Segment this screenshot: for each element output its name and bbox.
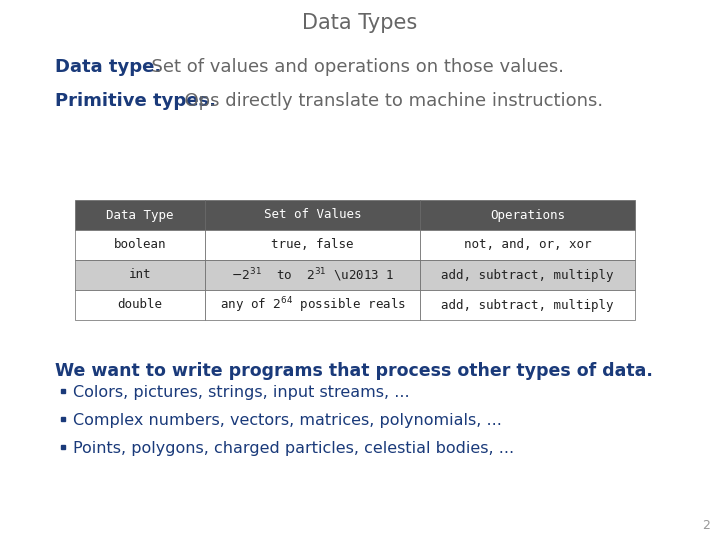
Bar bbox=[205, 290, 420, 320]
Bar bbox=[75, 260, 205, 290]
Bar bbox=[75, 290, 205, 320]
Text: 2: 2 bbox=[702, 519, 710, 532]
Text: Primitive types.: Primitive types. bbox=[55, 92, 216, 110]
Text: We want to write programs that process other types of data.: We want to write programs that process o… bbox=[55, 362, 653, 380]
Bar bbox=[75, 200, 205, 230]
Text: Data type.: Data type. bbox=[55, 58, 161, 76]
Bar bbox=[205, 230, 420, 260]
Text: Complex numbers, vectors, matrices, polynomials, ...: Complex numbers, vectors, matrices, poly… bbox=[73, 413, 502, 428]
Text: Points, polygons, charged particles, celestial bodies, ...: Points, polygons, charged particles, cel… bbox=[73, 441, 514, 456]
Text: Ops directly translate to machine instructions.: Ops directly translate to machine instru… bbox=[173, 92, 603, 110]
Text: true, false: true, false bbox=[271, 239, 354, 252]
Text: boolean: boolean bbox=[114, 239, 166, 252]
Bar bbox=[75, 230, 205, 260]
Bar bbox=[420, 200, 635, 230]
Text: add, subtract, multiply: add, subtract, multiply bbox=[441, 268, 613, 281]
Text: Set of Values: Set of Values bbox=[264, 208, 361, 221]
Bar bbox=[205, 200, 420, 230]
Text: double: double bbox=[117, 299, 163, 312]
Bar bbox=[420, 260, 635, 290]
Text: Set of values and operations on those values.: Set of values and operations on those va… bbox=[140, 58, 564, 76]
Bar bbox=[205, 260, 420, 290]
Text: not, and, or, xor: not, and, or, xor bbox=[464, 239, 591, 252]
Text: Data Type: Data Type bbox=[107, 208, 174, 221]
Text: Operations: Operations bbox=[490, 208, 565, 221]
Text: any of $2^{64}$ possible reals: any of $2^{64}$ possible reals bbox=[220, 295, 405, 315]
Text: add, subtract, multiply: add, subtract, multiply bbox=[441, 299, 613, 312]
Text: Colors, pictures, strings, input streams, ...: Colors, pictures, strings, input streams… bbox=[73, 385, 410, 400]
Text: Data Types: Data Types bbox=[302, 13, 418, 33]
Text: $-2^{31}$  to  $2^{31}$ \u2013 1: $-2^{31}$ to $2^{31}$ \u2013 1 bbox=[230, 266, 395, 284]
Text: int: int bbox=[129, 268, 151, 281]
Bar bbox=[420, 230, 635, 260]
Bar bbox=[420, 290, 635, 320]
